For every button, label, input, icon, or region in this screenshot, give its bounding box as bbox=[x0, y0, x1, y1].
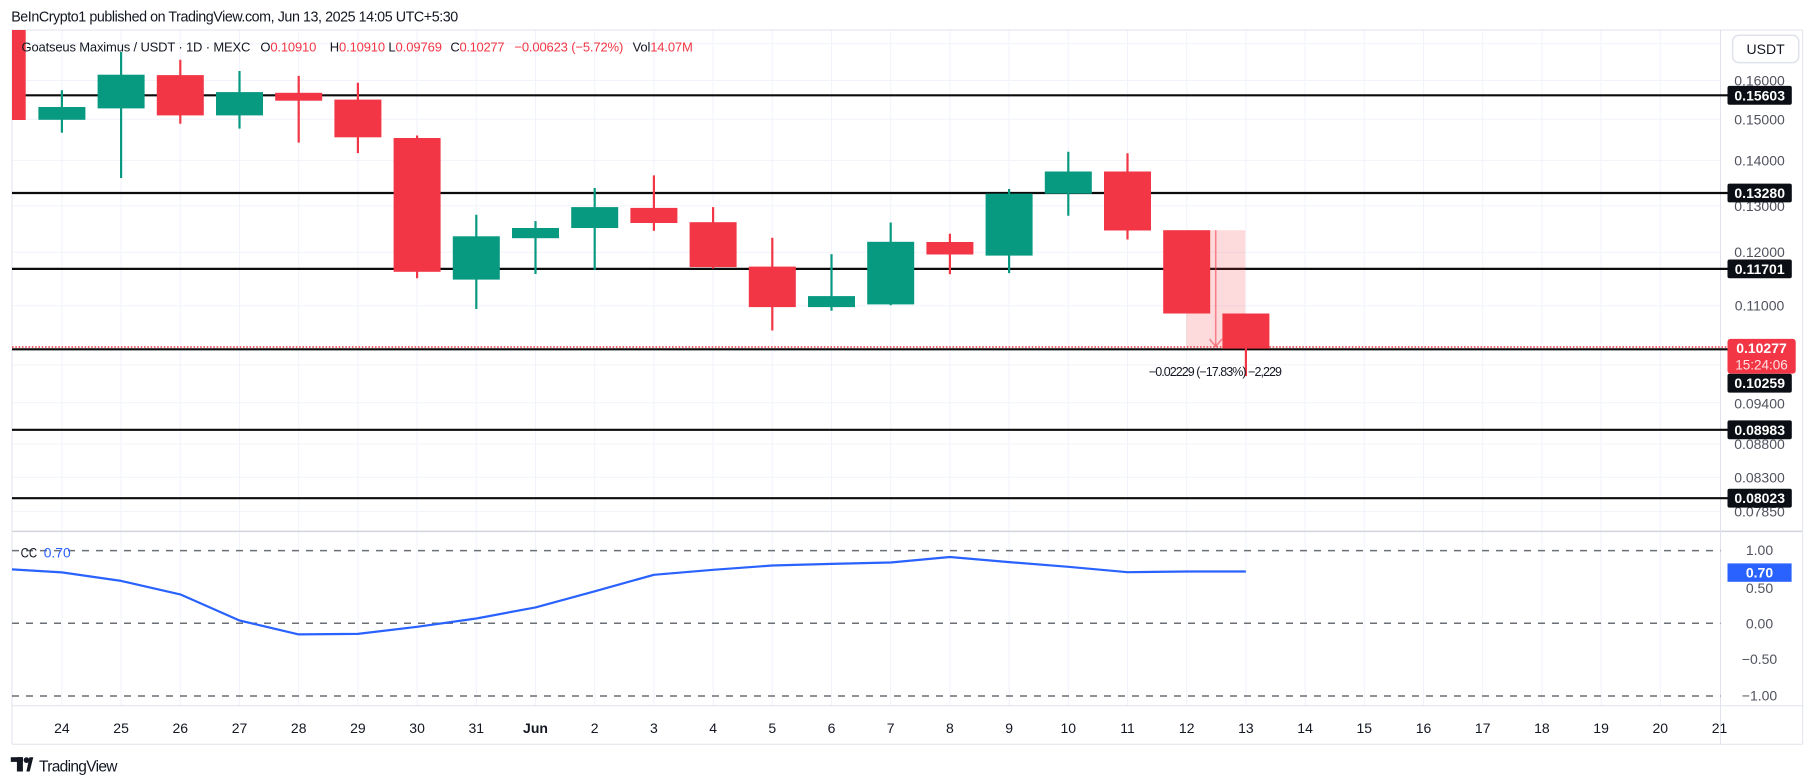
svg-text:L0.09769: L0.09769 bbox=[388, 40, 442, 55]
svg-text:20: 20 bbox=[1653, 720, 1669, 736]
svg-text:CC: CC bbox=[21, 545, 37, 561]
svg-text:26: 26 bbox=[173, 720, 189, 736]
svg-text:0.50: 0.50 bbox=[1746, 580, 1773, 596]
svg-text:13: 13 bbox=[1238, 720, 1254, 736]
svg-text:6: 6 bbox=[828, 720, 836, 736]
svg-text:0.09400: 0.09400 bbox=[1734, 396, 1785, 412]
svg-text:18: 18 bbox=[1534, 720, 1550, 736]
svg-text:19: 19 bbox=[1593, 720, 1609, 736]
svg-text:0.08983: 0.08983 bbox=[1734, 422, 1785, 438]
svg-text:4: 4 bbox=[709, 720, 717, 736]
svg-text:0.13280: 0.13280 bbox=[1734, 185, 1785, 201]
svg-text:TradingView: TradingView bbox=[39, 759, 118, 776]
svg-text:21: 21 bbox=[1712, 720, 1728, 736]
svg-text:0.15000: 0.15000 bbox=[1734, 111, 1785, 127]
svg-text:28: 28 bbox=[291, 720, 307, 736]
svg-text:0.14000: 0.14000 bbox=[1734, 152, 1785, 168]
svg-text:−0.02229 (−17.83%) −2,229: −0.02229 (−17.83%) −2,229 bbox=[1149, 365, 1282, 379]
svg-text:2: 2 bbox=[591, 720, 599, 736]
svg-text:0.15603: 0.15603 bbox=[1734, 87, 1785, 103]
svg-text:10: 10 bbox=[1061, 720, 1077, 736]
svg-text:25: 25 bbox=[113, 720, 129, 736]
svg-text:0.70: 0.70 bbox=[44, 545, 71, 561]
svg-text:−0.00623 (−5.72%): −0.00623 (−5.72%) bbox=[514, 40, 623, 55]
svg-text:0.70: 0.70 bbox=[1746, 565, 1773, 581]
svg-text:3: 3 bbox=[650, 720, 658, 736]
svg-text:C0.10277: C0.10277 bbox=[450, 40, 504, 55]
svg-text:17: 17 bbox=[1475, 720, 1491, 736]
svg-text:24: 24 bbox=[54, 720, 70, 736]
svg-text:27: 27 bbox=[232, 720, 248, 736]
svg-text:7: 7 bbox=[887, 720, 895, 736]
svg-text:0.11701: 0.11701 bbox=[1735, 261, 1785, 277]
svg-text:16: 16 bbox=[1416, 720, 1432, 736]
svg-text:15:24:06: 15:24:06 bbox=[1735, 357, 1788, 372]
svg-text:12: 12 bbox=[1179, 720, 1195, 736]
svg-text:14: 14 bbox=[1297, 720, 1313, 736]
svg-text:5: 5 bbox=[768, 720, 776, 736]
svg-text:0.11000: 0.11000 bbox=[1735, 298, 1785, 314]
svg-text:9: 9 bbox=[1005, 720, 1013, 736]
svg-text:Goatseus Maximus / USDT · 1D ·: Goatseus Maximus / USDT · 1D · MEXC bbox=[22, 40, 251, 55]
svg-text:0.10259: 0.10259 bbox=[1734, 375, 1785, 391]
svg-text:Vol14.07M: Vol14.07M bbox=[633, 40, 693, 55]
svg-text:H0.10910: H0.10910 bbox=[330, 40, 385, 55]
svg-text:11: 11 bbox=[1120, 720, 1135, 736]
svg-text:0.00: 0.00 bbox=[1746, 615, 1773, 631]
svg-text:−0.50: −0.50 bbox=[1742, 651, 1778, 667]
svg-text:0.08300: 0.08300 bbox=[1734, 469, 1785, 485]
svg-text:29: 29 bbox=[350, 720, 366, 736]
svg-text:15: 15 bbox=[1357, 720, 1373, 736]
svg-text:USDT: USDT bbox=[1747, 41, 1786, 57]
svg-text:8: 8 bbox=[946, 720, 954, 736]
svg-text:31: 31 bbox=[469, 720, 485, 736]
svg-text:0.16000: 0.16000 bbox=[1734, 73, 1785, 89]
svg-text:1.00: 1.00 bbox=[1746, 542, 1773, 558]
svg-text:BeInCrypto1 published on Tradi: BeInCrypto1 published on TradingView.com… bbox=[11, 10, 458, 26]
svg-text:30: 30 bbox=[409, 720, 425, 736]
svg-text:0.08800: 0.08800 bbox=[1734, 436, 1785, 452]
svg-text:0.08023: 0.08023 bbox=[1734, 490, 1785, 506]
svg-text:0.12000: 0.12000 bbox=[1734, 244, 1785, 260]
svg-text:−1.00: −1.00 bbox=[1742, 688, 1778, 704]
svg-text:0.10277: 0.10277 bbox=[1736, 340, 1787, 356]
svg-text:Jun: Jun bbox=[523, 720, 548, 736]
svg-text:O0.10910: O0.10910 bbox=[260, 40, 316, 55]
